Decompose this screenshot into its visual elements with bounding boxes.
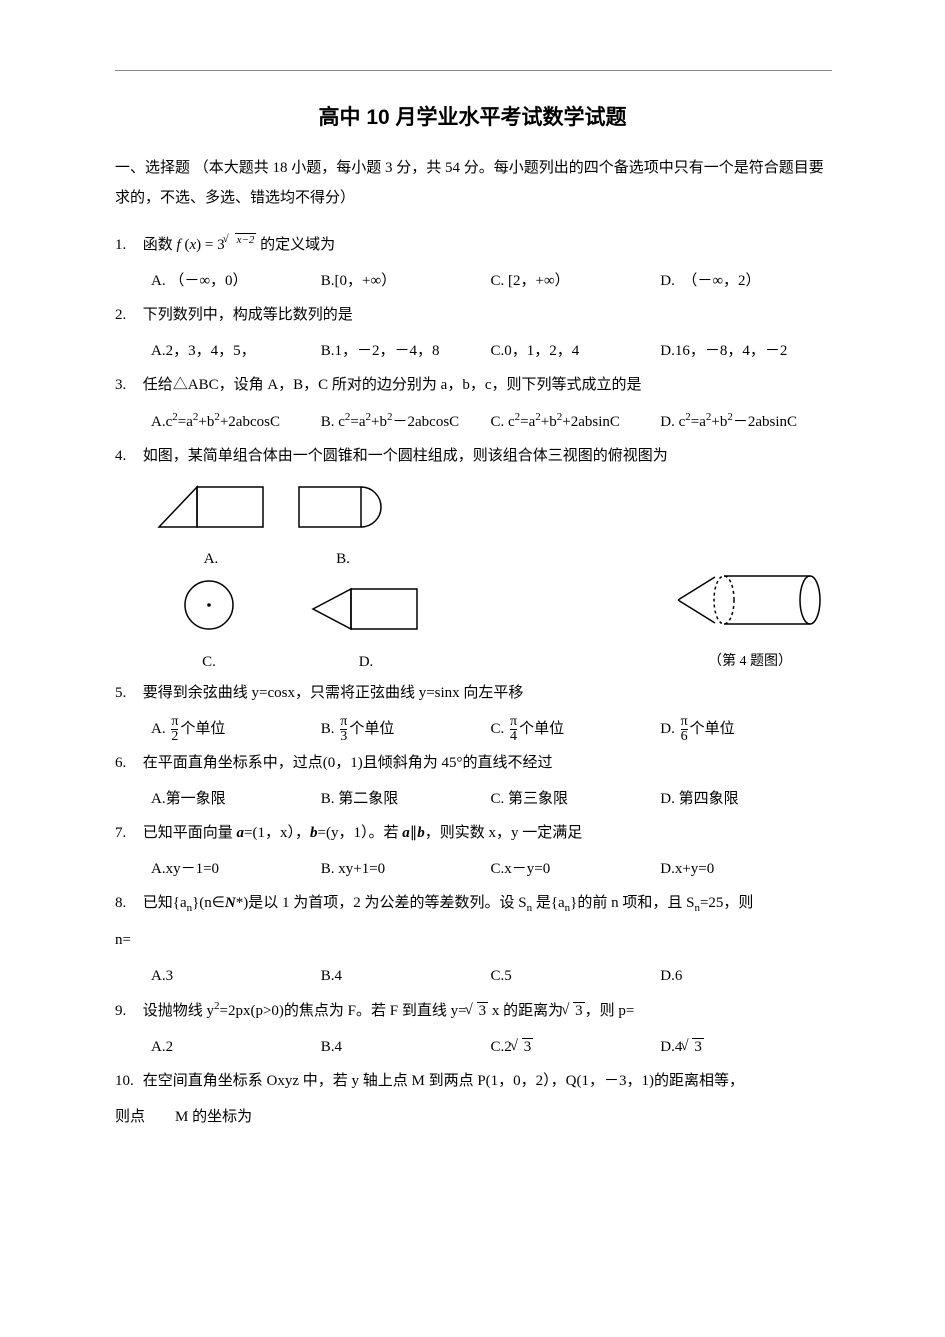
q2-B: B.1，－2，－4，8 <box>321 336 491 366</box>
semicircle-rect-icon <box>293 479 393 533</box>
q4-B-label: B. <box>293 547 393 571</box>
question-9: 9. 设抛物线 y2=2px(p>0)的焦点为 F。若 F 到直线 y=3 x … <box>115 995 830 1026</box>
q2-choices: A.2，3，4，5， B.1，－2，－4，8 C.0，1，2，4 D.16，－8… <box>115 336 830 366</box>
q5-B: B. π3个单位 <box>321 714 491 744</box>
question-8: 8. 已知{an}(n∈N*)是以 1 为首项，2 为公差的等差数列。设 Sn … <box>115 888 830 919</box>
q2-stem: 下列数列中，构成等比数列的是 <box>143 307 353 323</box>
q6-choices: A.第一象限 B. 第二象限 C. 第三象限 D. 第四象限 <box>115 784 830 814</box>
q5-C: C. π4个单位 <box>491 714 661 744</box>
q5-D: D. π6个单位 <box>660 714 830 744</box>
cone-cylinder-icon <box>670 565 830 639</box>
q3-choices: A.c2=a2+b2+2abcosC B. c2=a2+b2－2abcosC C… <box>115 406 830 437</box>
q1-A: A. （－∞，0） <box>151 266 321 296</box>
q4-solid-figure: （第 4 题图） <box>670 565 830 674</box>
q8-num: 8. <box>115 888 139 918</box>
q10-stem2: 则点 M 的坐标为 <box>115 1102 830 1132</box>
q4-A-label: A. <box>151 547 271 571</box>
q4-D-label: D. <box>307 650 425 674</box>
q4-fig-B: B. <box>293 479 393 572</box>
arrow-rect-icon <box>307 581 425 635</box>
q6-B: B. 第二象限 <box>321 784 491 814</box>
q2-num: 2. <box>115 300 139 330</box>
q9-choices: A.2 B.4 C.23 D.43 <box>115 1032 830 1062</box>
q4-num: 4. <box>115 441 139 471</box>
q5-choices: A. π2个单位 B. π3个单位 C. π4个单位 D. π6个单位 <box>115 714 830 744</box>
q4-fig-C: C. <box>177 575 241 674</box>
question-6: 6. 在平面直角坐标系中，过点(0，1)且倾斜角为 45°的直线不经过 <box>115 748 830 778</box>
q4-fig-A: A. <box>151 479 271 572</box>
q4-fig-D: D. <box>307 581 425 674</box>
q8-stem-end: n= <box>115 925 830 955</box>
q3-D: D. c2=a2+b2－2absinC <box>660 406 830 437</box>
q1-fx: f <box>177 237 185 253</box>
q1-C: C. [2，+∞） <box>491 266 661 296</box>
q1-stem-suffix: 的定义域为 <box>260 237 335 253</box>
q2-C: C.0，1，2，4 <box>491 336 661 366</box>
question-4: 4. 如图，某简单组合体由一个圆锥和一个圆柱组成，则该组合体三视图的俯视图为 <box>115 441 830 471</box>
q9-C: C.23 <box>491 1032 661 1062</box>
q5-num: 5. <box>115 678 139 708</box>
q10-stem: 在空间直角坐标系 Oxyz 中，若 y 轴上点 M 到两点 P(1，0，2），Q… <box>143 1073 744 1089</box>
q7-C: C.x－y=0 <box>491 854 661 884</box>
question-1: 1. 函数 f (x) = 3x−2 的定义域为 <box>115 229 830 260</box>
q7-num: 7. <box>115 818 139 848</box>
q8-C: C.5 <box>491 961 661 991</box>
q6-D: D. 第四象限 <box>660 784 830 814</box>
question-10: 10. 在空间直角坐标系 Oxyz 中，若 y 轴上点 M 到两点 P(1，0，… <box>115 1066 830 1096</box>
q7-B: B. xy+1=0 <box>321 854 491 884</box>
section-intro: 一、选择题 （本大题共 18 小题，每小题 3 分，共 54 分。每小题列出的四… <box>115 153 830 213</box>
q9-B: B.4 <box>321 1032 491 1062</box>
q2-A: A.2，3，4，5， <box>151 336 321 366</box>
q7-choices: A.xy－1=0 B. xy+1=0 C.x－y=0 D.x+y=0 <box>115 854 830 884</box>
q9-D: D.43 <box>660 1032 830 1062</box>
q6-C: C. 第三象限 <box>491 784 661 814</box>
q8-B: B.4 <box>321 961 491 991</box>
q7-A: A.xy－1=0 <box>151 854 321 884</box>
triangle-rect-icon <box>151 479 271 533</box>
q10-num: 10. <box>115 1066 139 1096</box>
q6-num: 6. <box>115 748 139 778</box>
q3-stem: 任给△ABC，设角 A，B，C 所对的边分别为 a，b，c，则下列等式成立的是 <box>143 377 642 393</box>
q8-D: D.6 <box>660 961 830 991</box>
question-3: 3. 任给△ABC，设角 A，B，C 所对的边分别为 a，b，c，则下列等式成立… <box>115 370 830 400</box>
q9-A: A.2 <box>151 1032 321 1062</box>
q1-choices: A. （－∞，0） B.[0，+∞） C. [2，+∞） D. （－∞，2） <box>115 266 830 296</box>
q3-C: C. c2=a2+b2+2absinC <box>491 406 661 437</box>
circle-dot-icon <box>177 575 241 635</box>
q3-A: A.c2=a2+b2+2abcosC <box>151 406 321 437</box>
q5-stem: 要得到余弦曲线 y=cosx，只需将正弦曲线 y=sinx 向左平移 <box>143 685 524 701</box>
q9-num: 9. <box>115 996 139 1026</box>
q8-A: A.3 <box>151 961 321 991</box>
top-rule <box>115 70 832 71</box>
q1-stem-prefix: 函数 <box>143 237 173 253</box>
q4-caption: （第 4 题图） <box>670 651 830 673</box>
q4-C-label: C. <box>177 650 241 674</box>
q1-D: D. （－∞，2） <box>660 266 830 296</box>
question-5: 5. 要得到余弦曲线 y=cosx，只需将正弦曲线 y=sinx 向左平移 <box>115 678 830 708</box>
q5-A: A. π2个单位 <box>151 714 321 744</box>
page-title: 高中 10 月学业水平考试数学试题 <box>115 101 830 135</box>
q3-num: 3. <box>115 370 139 400</box>
question-2: 2. 下列数列中，构成等比数列的是 <box>115 300 830 330</box>
question-7: 7. 已知平面向量 a=(1，x），b=(y，1）。若 a∥b，则实数 x，y … <box>115 818 830 848</box>
q6-A: A.第一象限 <box>151 784 321 814</box>
q1-B: B.[0，+∞） <box>321 266 491 296</box>
q4-stem: 如图，某简单组合体由一个圆锥和一个圆柱组成，则该组合体三视图的俯视图为 <box>143 448 668 464</box>
q1-num: 1. <box>115 230 139 260</box>
q4-figures: A. B. C. <box>115 479 830 674</box>
q7-D: D.x+y=0 <box>660 854 830 884</box>
q2-D: D.16，－8，4，－2 <box>660 336 830 366</box>
q6-stem: 在平面直角坐标系中，过点(0，1)且倾斜角为 45°的直线不经过 <box>143 755 553 771</box>
q8-choices: A.3 B.4 C.5 D.6 <box>115 961 830 991</box>
q3-B: B. c2=a2+b2－2abcosC <box>321 406 491 437</box>
